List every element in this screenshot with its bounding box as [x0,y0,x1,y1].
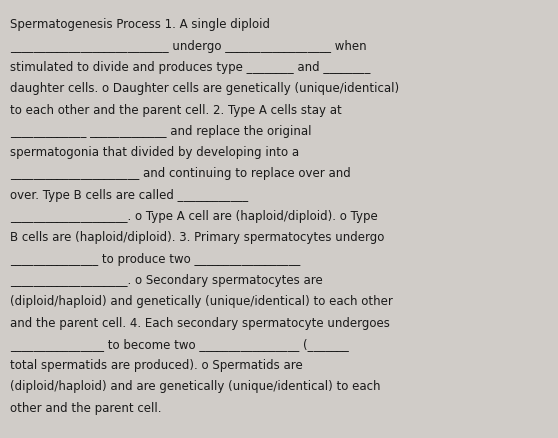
Text: other and the parent cell.: other and the parent cell. [10,401,162,414]
Text: B cells are (haploid/diploid). 3. Primary spermatocytes undergo: B cells are (haploid/diploid). 3. Primar… [10,231,384,244]
Text: total spermatids are produced). o Spermatids are: total spermatids are produced). o Sperma… [10,358,303,371]
Text: (diploid/haploid) and genetically (unique/identical) to each other: (diploid/haploid) and genetically (uniqu… [10,295,393,307]
Text: ______________________ and continuing to replace over and: ______________________ and continuing to… [10,167,351,180]
Text: ___________________________ undergo __________________ when: ___________________________ undergo ____… [10,40,367,53]
Text: ________________ to become two _________________ (_______: ________________ to become two _________… [10,337,349,350]
Text: ____________________. o Type A cell are (haploid/diploid). o Type: ____________________. o Type A cell are … [10,210,378,223]
Text: (diploid/haploid) and are genetically (unique/identical) to each: (diploid/haploid) and are genetically (u… [10,379,381,392]
Text: stimulated to divide and produces type ________ and ________: stimulated to divide and produces type _… [10,61,371,74]
Text: Spermatogenesis Process 1. A single diploid: Spermatogenesis Process 1. A single dipl… [10,18,270,32]
Text: and the parent cell. 4. Each secondary spermatocyte undergoes: and the parent cell. 4. Each secondary s… [10,316,390,329]
Text: over. Type B cells are called ____________: over. Type B cells are called __________… [10,188,248,201]
Text: spermatogonia that divided by developing into a: spermatogonia that divided by developing… [10,146,299,159]
Text: _____________ _____________ and replace the original: _____________ _____________ and replace … [10,124,311,138]
Text: _______________ to produce two __________________: _______________ to produce two _________… [10,252,300,265]
Text: to each other and the parent cell. 2. Type A cells stay at: to each other and the parent cell. 2. Ty… [10,103,342,117]
Text: ____________________. o Secondary spermatocytes are: ____________________. o Secondary sperma… [10,273,323,286]
Text: daughter cells. o Daughter cells are genetically (unique/identical): daughter cells. o Daughter cells are gen… [10,82,399,95]
